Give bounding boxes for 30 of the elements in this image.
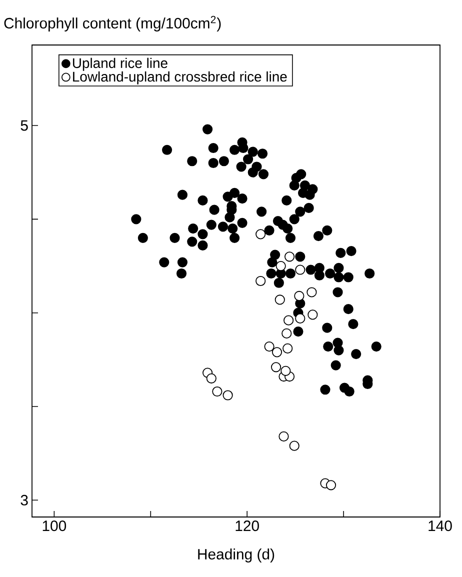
point (206, 373, 216, 384)
y-tick-label: 3 (20, 494, 28, 506)
point (274, 294, 285, 305)
point (282, 343, 293, 354)
point (278, 431, 289, 442)
point (308, 310, 318, 320)
point (284, 315, 294, 326)
point (256, 229, 266, 240)
point (306, 287, 317, 298)
legend-label: Upland rice line (72, 58, 168, 71)
point (280, 366, 291, 376)
x-axis-title: Heading (d) (198, 548, 274, 562)
point (295, 264, 306, 275)
point (282, 328, 292, 338)
point (326, 480, 336, 490)
point (270, 362, 282, 372)
point (264, 342, 274, 352)
x-tick-label: 140 (428, 520, 452, 532)
point (272, 347, 282, 358)
point (289, 440, 300, 451)
point (212, 386, 222, 397)
y-axis-title: Chlorophyll content (mg/100cm$^{2}$) (4, 16, 221, 32)
x-tick-label: 100 (42, 520, 66, 532)
legend-label: Lowland-upland crossbred rice line (73, 71, 287, 84)
point (256, 276, 266, 286)
point (222, 390, 233, 400)
point (294, 290, 304, 302)
y-tick-label: 5 (20, 120, 28, 131)
x-tick-label: 120 (236, 520, 259, 532)
point (284, 252, 295, 262)
